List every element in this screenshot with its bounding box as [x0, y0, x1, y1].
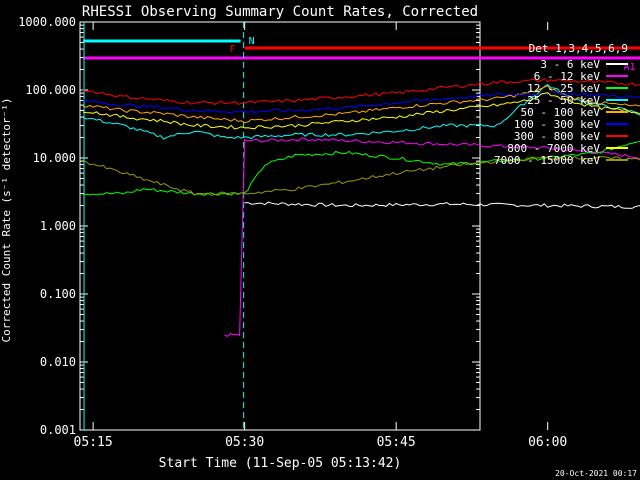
flag-bars: NFA0A1 — [83, 22, 640, 430]
legend-entry-label: 6 - 12 keV — [534, 70, 601, 83]
axis-ticks: 05:1505:3005:4506:0006:1506:3006:451000.… — [18, 15, 567, 450]
legend-entry-label: 100 - 300 keV — [514, 118, 600, 131]
y-axis-label: Corrected Count Rate (s⁻¹ detector⁻¹) — [0, 97, 13, 342]
y-tick-label: 0.100 — [40, 287, 76, 301]
chart-title: RHESSI Observing Summary Count Rates, Co… — [82, 4, 478, 20]
flag-label-f: F — [229, 44, 235, 55]
legend-entry-label: 25 - 50 keV — [527, 94, 600, 107]
y-tick-label: 100.000 — [25, 83, 76, 97]
timestamp: 20-Oct-2021 00:17 — [555, 469, 637, 478]
legend-entry-label: 3 - 6 keV — [540, 58, 600, 71]
series-line-6 — [82, 78, 640, 105]
series-group — [82, 78, 640, 337]
flag-label-a1: A1 — [623, 62, 635, 73]
legend-entry-label: 800 - 7000 keV — [507, 142, 600, 155]
x-tick-label: 05:30 — [225, 435, 264, 450]
series-line-8 — [82, 155, 640, 196]
legend-entry-label: 12 - 25 keV — [527, 82, 600, 95]
series-line-7 — [82, 92, 640, 130]
y-tick-label: 10.000 — [33, 151, 76, 165]
x-tick-label: 05:45 — [377, 435, 416, 450]
legend-title: Det 1,3,4,5,6,9 — [529, 42, 628, 55]
flag-label-n: N — [249, 36, 255, 47]
series-line-4 — [82, 85, 640, 124]
legend-entry-label: 300 - 800 keV — [514, 130, 600, 143]
y-tick-label: 1000.000 — [18, 15, 76, 29]
legend-entry-label: 50 - 100 keV — [521, 106, 601, 119]
x-tick-label: 05:15 — [74, 435, 113, 450]
legend-entry-label: 7000 - 15000 keV — [494, 154, 600, 167]
series-line-1 — [224, 137, 640, 337]
series-line-0 — [244, 201, 640, 209]
x-tick-label: 06:00 — [528, 435, 567, 450]
y-tick-label: 0.001 — [40, 423, 76, 437]
y-tick-label: 1.000 — [40, 219, 76, 233]
y-tick-label: 0.010 — [40, 355, 76, 369]
x-axis-label: Start Time (11-Sep-05 05:13:42) — [159, 456, 402, 471]
